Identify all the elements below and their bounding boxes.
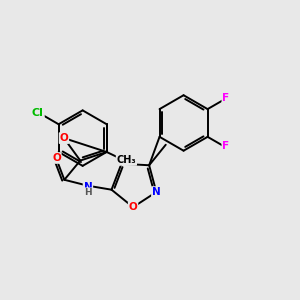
Text: F: F: [222, 93, 230, 103]
Text: H: H: [85, 188, 92, 197]
Text: N: N: [152, 187, 161, 197]
Text: F: F: [222, 141, 230, 151]
Text: O: O: [129, 202, 137, 212]
Text: O: O: [52, 153, 61, 163]
Text: N: N: [84, 182, 92, 192]
Text: Cl: Cl: [32, 108, 44, 118]
Text: O: O: [60, 133, 68, 143]
Text: CH₃: CH₃: [117, 155, 136, 165]
